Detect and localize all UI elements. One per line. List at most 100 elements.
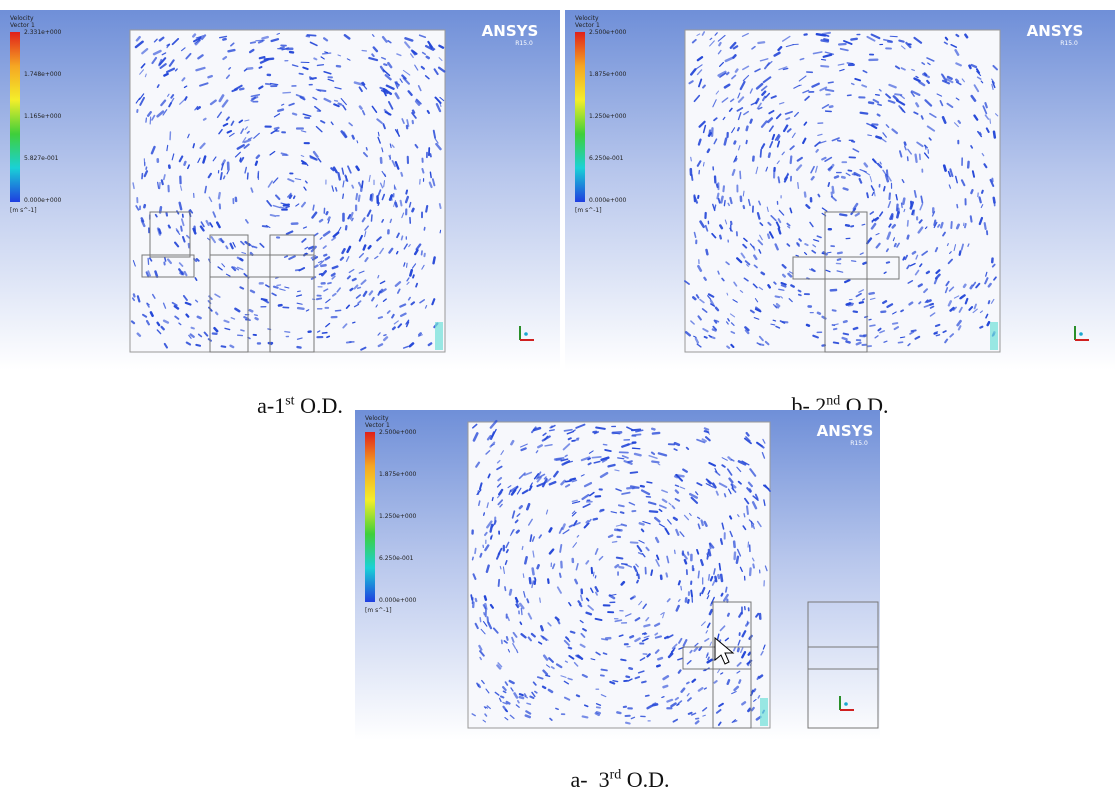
velocity-vector <box>360 107 362 109</box>
velocity-vector <box>728 614 729 616</box>
velocity-vector <box>779 289 784 290</box>
velocity-vector <box>378 276 379 278</box>
velocity-vector <box>627 488 634 489</box>
velocity-vector <box>587 521 589 522</box>
velocity-vector <box>705 522 707 526</box>
velocity-vector <box>971 286 973 288</box>
velocity-vector <box>196 345 200 346</box>
velocity-vector <box>703 86 705 88</box>
velocity-vector <box>619 567 623 568</box>
velocity-vector <box>934 221 935 225</box>
velocity-vector <box>786 118 789 119</box>
velocity-vector <box>618 530 620 531</box>
velocity-vector <box>833 187 834 193</box>
velocity-vector <box>241 259 243 260</box>
velocity-vector <box>262 299 267 300</box>
velocity-vector <box>658 658 662 659</box>
velocity-vector <box>733 170 735 175</box>
velocity-vector <box>852 141 854 142</box>
velocity-vector <box>895 244 896 246</box>
caption: a-1st O.D. <box>257 393 343 419</box>
velocity-vector <box>838 253 842 254</box>
caption-suffix: O.D. <box>621 767 669 792</box>
velocity-vector <box>666 573 667 576</box>
velocity-vector <box>263 37 268 38</box>
velocity-vector <box>372 54 373 56</box>
colorbar <box>365 432 375 602</box>
velocity-vector <box>898 342 902 343</box>
velocity-vector <box>716 308 718 310</box>
velocity-vector <box>807 325 809 326</box>
velocity-vector <box>390 219 391 222</box>
velocity-vector <box>410 270 411 275</box>
velocity-vector <box>847 63 853 64</box>
velocity-vector <box>631 486 639 487</box>
velocity-vector <box>184 162 185 165</box>
velocity-vector <box>546 675 550 676</box>
triad-z <box>524 332 528 336</box>
velocity-vector <box>339 104 342 105</box>
legend-tick-label: 2.500e+000 <box>589 29 627 36</box>
velocity-vector <box>527 504 529 509</box>
velocity-vector <box>364 245 366 249</box>
velocity-vector <box>198 107 200 108</box>
velocity-vector <box>994 198 995 203</box>
velocity-vector <box>314 58 316 59</box>
velocity-vector <box>631 472 638 473</box>
velocity-vector <box>507 637 508 640</box>
velocity-vector <box>560 545 561 552</box>
velocity-vector <box>688 600 689 603</box>
velocity-vector <box>193 35 195 37</box>
legend-unit: [m s^-1] <box>365 607 392 614</box>
velocity-vector <box>226 246 227 248</box>
velocity-vector <box>358 288 361 289</box>
velocity-vector <box>566 661 568 662</box>
velocity-vector <box>985 103 986 107</box>
velocity-vector <box>681 586 682 590</box>
velocity-vector <box>332 274 334 276</box>
velocity-vector <box>717 492 718 495</box>
caption-superscript: nd <box>826 394 840 409</box>
velocity-vector <box>969 66 970 68</box>
velocity-vector <box>167 145 168 150</box>
caption-prefix: a-1 <box>257 393 285 418</box>
velocity-vector <box>817 34 825 35</box>
velocity-vector <box>846 225 849 226</box>
colorbar <box>575 32 585 202</box>
velocity-vector <box>229 68 230 69</box>
velocity-vector <box>250 310 252 311</box>
velocity-vector <box>774 282 776 284</box>
velocity-vector <box>366 148 367 150</box>
velocity-vector <box>783 275 785 277</box>
velocity-vector <box>720 226 722 229</box>
velocity-vector <box>679 581 680 584</box>
velocity-vector <box>224 321 228 322</box>
velocity-vector <box>384 335 386 336</box>
velocity-vector <box>762 273 764 274</box>
velocity-vector <box>899 41 903 42</box>
velocity-vector <box>384 64 386 65</box>
velocity-vector <box>718 575 719 578</box>
velocity-vector <box>982 191 983 193</box>
velocity-vector <box>380 290 382 292</box>
velocity-vector <box>929 138 930 140</box>
velocity-vector <box>838 259 841 260</box>
velocity-vector <box>589 520 590 522</box>
velocity-vector <box>309 247 313 249</box>
velocity-vector <box>256 318 258 319</box>
velocity-vector <box>566 637 568 639</box>
velocity-vector <box>956 80 958 82</box>
velocity-vector <box>180 203 181 209</box>
velocity-vector <box>274 287 278 288</box>
velocity-vector <box>156 215 157 217</box>
velocity-vector <box>429 343 431 345</box>
velocity-vector <box>822 59 826 60</box>
velocity-vector <box>495 521 496 524</box>
velocity-vector <box>628 443 633 444</box>
velocity-vector <box>222 346 226 347</box>
velocity-vector <box>615 470 619 471</box>
velocity-vector <box>541 626 542 630</box>
velocity-vector <box>965 224 966 227</box>
velocity-vector <box>747 127 748 130</box>
